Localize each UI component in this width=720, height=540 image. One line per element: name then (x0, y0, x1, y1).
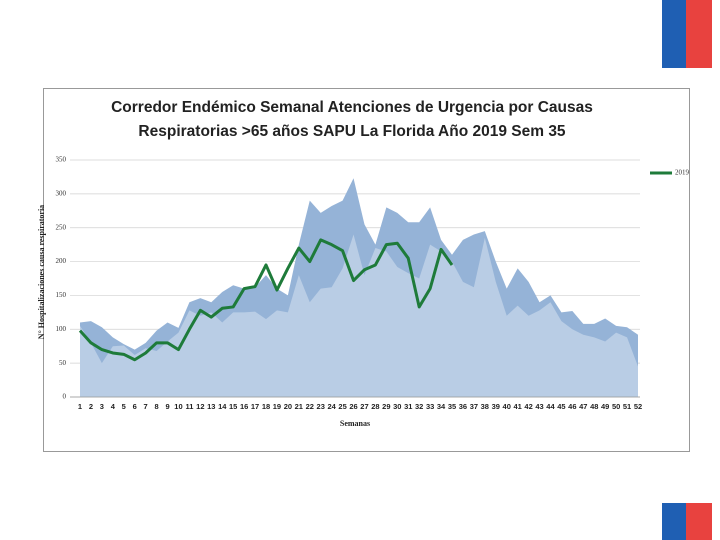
x-tick-label: 15 (229, 402, 237, 411)
x-tick-label: 6 (133, 402, 137, 411)
x-tick-label: 29 (382, 402, 390, 411)
x-tick-label: 27 (360, 402, 368, 411)
x-tick-label: 41 (513, 402, 521, 411)
x-tick-label: 37 (470, 402, 478, 411)
x-tick-label: 35 (448, 402, 456, 411)
x-tick-label: 26 (349, 402, 357, 411)
x-tick-label: 44 (546, 402, 555, 411)
x-tick-label: 40 (503, 402, 511, 411)
y-tick-label: 300 (56, 189, 67, 197)
x-tick-label: 42 (524, 402, 532, 411)
x-tick-label: 22 (306, 402, 314, 411)
x-tick-label: 7 (144, 402, 148, 411)
line-2019 (78, 238, 454, 362)
x-tick-label: 14 (218, 402, 227, 411)
x-tick-label: 21 (295, 402, 303, 411)
x-tick-label: 20 (284, 402, 292, 411)
x-tick-label: 32 (415, 402, 423, 411)
x-tick-label: 33 (426, 402, 434, 411)
x-tick-label: 12 (196, 402, 204, 411)
x-tick-label: 49 (601, 402, 609, 411)
x-tick-label: 47 (579, 402, 587, 411)
x-tick-label: 2 (89, 402, 93, 411)
x-tick-label: 36 (459, 402, 467, 411)
x-tick-label: 16 (240, 402, 248, 411)
x-tick-label: 9 (165, 402, 169, 411)
x-tick-label: 28 (371, 402, 379, 411)
x-tick-label: 52 (634, 402, 642, 411)
area (80, 234, 638, 397)
x-axis-label: Semanas (340, 419, 370, 428)
x-tick-label: 18 (262, 402, 270, 411)
chart-title: Respiratorias >65 años SAPU La Florida A… (138, 123, 566, 140)
y-tick-label: 50 (59, 359, 67, 367)
x-tick-label: 48 (590, 402, 598, 411)
x-tick-label: 4 (111, 402, 116, 411)
y-tick-label: 0 (63, 393, 67, 401)
x-tick-label: 19 (273, 402, 281, 411)
x-tick-label: 51 (623, 402, 631, 411)
x-tick-label: 23 (317, 402, 325, 411)
y-axis-label: N° Hospitalizaciones causa respiratoria (37, 205, 46, 339)
flag-red (686, 0, 712, 68)
x-tick-label: 43 (535, 402, 543, 411)
x-tick-label: 11 (185, 402, 193, 411)
y-tick-label: 150 (56, 291, 67, 299)
x-tick-label: 1 (78, 402, 82, 411)
x-tick-label: 34 (437, 402, 446, 411)
x-tick-label: 13 (207, 402, 215, 411)
x-tick-label: 25 (338, 402, 346, 411)
flag-blue (662, 0, 686, 68)
flag-blue (662, 503, 686, 540)
x-tick-label: 24 (327, 402, 336, 411)
x-tick-label: 50 (612, 402, 620, 411)
x-tick-label: 8 (155, 402, 159, 411)
flag-red (686, 503, 712, 540)
y-tick-label: 100 (56, 325, 67, 333)
x-tick-label: 31 (404, 402, 412, 411)
x-tick-label: 45 (557, 402, 565, 411)
x-tick-label: 38 (481, 402, 489, 411)
x-tick-label: 30 (393, 402, 401, 411)
x-tick-label: 3 (100, 402, 104, 411)
y-tick-label: 350 (56, 156, 67, 164)
x-tick-label: 17 (251, 402, 259, 411)
x-tick-label: 39 (492, 402, 500, 411)
y-tick-label: 200 (56, 257, 67, 265)
y-tick-label: 250 (56, 223, 67, 231)
x-tick-label: 46 (568, 402, 576, 411)
x-tick-label: 10 (174, 402, 182, 411)
x-tick-label: 5 (122, 402, 126, 411)
chart-title: Corredor Endémico Semanal Atenciones de … (111, 99, 593, 116)
legend-label: 2019 (675, 169, 690, 177)
